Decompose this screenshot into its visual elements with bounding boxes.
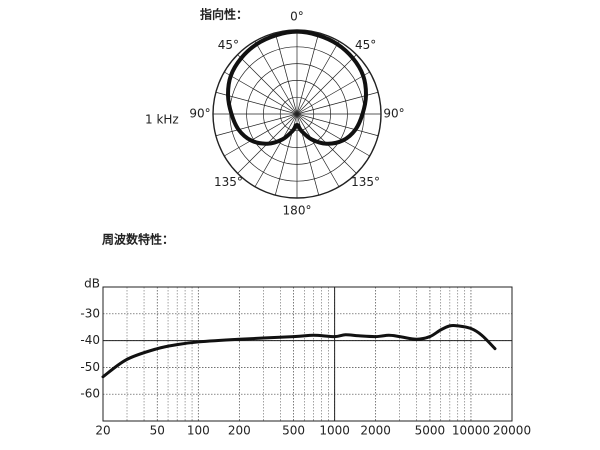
- y-tick-label: -60: [80, 387, 100, 401]
- y-tick-label: -30: [80, 306, 100, 320]
- polar-pattern: [226, 29, 368, 146]
- polar-spoke: [215, 113, 298, 137]
- polar-spoke: [296, 71, 370, 115]
- polar-spoke: [274, 32, 298, 115]
- polar-spoke: [296, 113, 379, 137]
- x-tick-label: 5000: [415, 424, 446, 438]
- response-title: 周波数特性：: [102, 232, 174, 247]
- y-tick-label: -50: [80, 360, 100, 374]
- polar-angle-label: 45°: [355, 38, 376, 52]
- x-tick-label: 10000: [452, 424, 490, 438]
- polar-angle-label: 135°: [351, 175, 380, 189]
- polar-spoke: [296, 41, 340, 115]
- x-tick-label: 200: [228, 424, 251, 438]
- polar-spoke: [254, 113, 298, 187]
- polar-spoke: [224, 113, 298, 157]
- response-curve: [101, 323, 497, 379]
- polar-spoke: [296, 113, 370, 157]
- polar-spoke: [224, 71, 298, 115]
- y-tick-label: -40: [80, 333, 100, 347]
- polar-angle-label: 90°: [383, 107, 404, 121]
- y-axis-label: dB: [84, 277, 100, 291]
- x-tick-label: 20000: [493, 424, 531, 438]
- polar-angle-label: 180°: [283, 204, 312, 218]
- polar-angle-label: 135°: [214, 175, 243, 189]
- polar-spoke: [296, 113, 340, 187]
- polar-angle-label: 90°: [189, 107, 210, 121]
- polar-spoke: [296, 32, 320, 115]
- polar-spoke: [254, 41, 298, 115]
- polar-angle-label: 45°: [218, 38, 239, 52]
- x-tick-label: 500: [282, 424, 305, 438]
- x-tick-label: 1000: [319, 424, 350, 438]
- polar-frequency-label: 1 kHz: [145, 113, 179, 127]
- x-tick-label: 20: [95, 424, 110, 438]
- x-tick-label: 100: [187, 424, 210, 438]
- plot-frame: [102, 286, 513, 422]
- x-tick-label: 50: [150, 424, 165, 438]
- polar-spoke: [237, 54, 298, 115]
- x-tick-label: 2000: [360, 424, 391, 438]
- polar-title: 指向性：: [200, 7, 248, 22]
- polar-spoke: [296, 54, 357, 115]
- polar-angle-label: 0°: [290, 10, 304, 24]
